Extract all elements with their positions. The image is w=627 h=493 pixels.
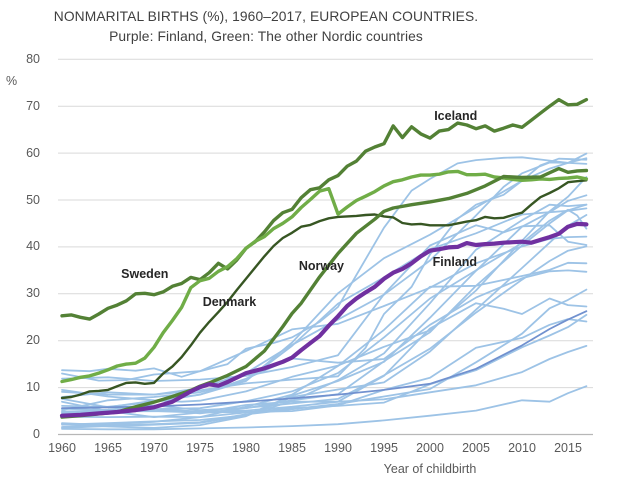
series-line-iceland <box>60 97 589 321</box>
background-series-line <box>61 385 588 431</box>
background-series-line <box>61 297 588 419</box>
x-tick-label: 2005 <box>462 441 490 455</box>
y-tick-label: 10 <box>26 380 40 395</box>
background-series-line <box>61 203 588 426</box>
y-tick-label: 40 <box>26 239 40 254</box>
x-tick-label: 1980 <box>232 441 260 455</box>
country-label-denmark: Denmark <box>202 295 257 310</box>
country-label-finland: Finland <box>432 255 478 270</box>
country-label-norway: Norway <box>298 258 345 273</box>
x-tick-label: 1985 <box>278 441 306 455</box>
background-series-line <box>61 214 588 429</box>
x-tick-label: 1990 <box>324 441 352 455</box>
background-series-line <box>61 224 588 382</box>
y-axis-unit-label: % <box>6 74 18 88</box>
x-tick-label: 1960 <box>48 441 76 455</box>
chart-subtitle: Purple: Finland, Green: The other Nordic… <box>109 29 423 44</box>
x-tick-label: 2010 <box>508 441 536 455</box>
background-series-line <box>61 313 588 419</box>
background-series-line <box>61 207 588 412</box>
background-series-line <box>61 208 588 412</box>
background-series-line <box>61 344 588 418</box>
series-line-norway <box>60 166 589 419</box>
x-tick-label: 1975 <box>186 441 214 455</box>
y-tick-label: 70 <box>26 98 40 113</box>
country-label-iceland: Iceland <box>434 109 478 124</box>
y-tick-label: 30 <box>26 286 40 301</box>
y-tick-label: 0 <box>33 427 40 441</box>
y-tick-label: 80 <box>26 51 40 66</box>
x-tick-label: 2015 <box>554 441 582 455</box>
y-tick-label: 50 <box>26 192 40 207</box>
country-label-sweden: Sweden <box>121 267 169 282</box>
y-tick-label: 60 <box>26 145 40 160</box>
x-tick-label: 2000 <box>416 441 444 455</box>
x-tick-label: 1995 <box>370 441 398 455</box>
x-axis-title: Year of childbirth <box>383 462 477 476</box>
background-series-line <box>61 156 588 378</box>
x-tick-label: 1965 <box>94 441 122 455</box>
series-line-finland <box>59 221 589 418</box>
series-line-denmark <box>60 179 588 400</box>
x-tick-label: 1970 <box>140 441 168 455</box>
background-series-line <box>61 318 588 415</box>
y-tick-label: 20 <box>26 333 40 348</box>
chart-title: NONMARITAL BIRTHS (%), 1960–2017, EUROPE… <box>53 9 479 24</box>
